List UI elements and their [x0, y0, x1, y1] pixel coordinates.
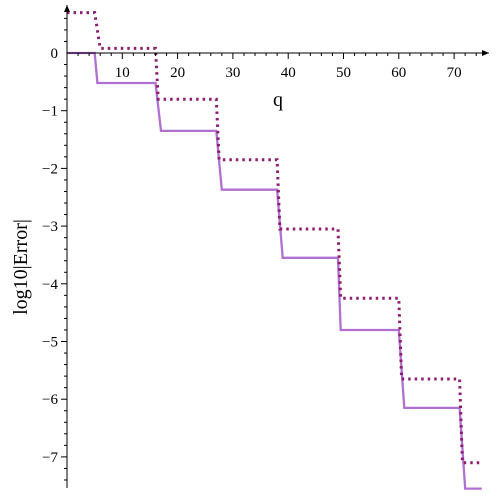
x-axis-label: q: [273, 89, 283, 111]
x-axis-arrow: [482, 50, 489, 56]
y-tick-label: −5: [42, 335, 58, 351]
y-tick-label: −2: [42, 161, 58, 177]
y-tick-label: −6: [42, 392, 58, 408]
y-tick-label: 0: [51, 46, 59, 62]
y-axis-arrow: [64, 5, 70, 12]
x-tick-label: 20: [170, 65, 185, 81]
y-tick-label: −4: [42, 277, 58, 293]
x-tick-label: 30: [225, 65, 240, 81]
y-tick-label: −3: [42, 219, 58, 235]
y-tick-label: −1: [42, 104, 58, 120]
y-tick-label: −7: [42, 450, 58, 466]
x-tick-label: 60: [391, 65, 406, 81]
x-ticks: 10 20 30 40 50 60 70: [77, 53, 477, 81]
x-tick-label: 40: [281, 65, 296, 81]
x-tick-label: 50: [336, 65, 351, 81]
x-tick-label: 10: [115, 65, 130, 81]
x-tick-label: 70: [447, 65, 462, 81]
series-line-1: [67, 51, 482, 490]
series-line-2: [67, 11, 482, 465]
y-axis-label: log10|Error|: [10, 219, 32, 315]
y-ticks: 0 −1 −2 −3 −4 −5 −6 −7: [42, 17, 67, 481]
plot-area: [67, 11, 482, 490]
